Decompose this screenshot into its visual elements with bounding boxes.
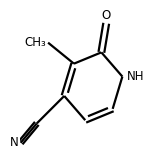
- Text: N: N: [10, 136, 19, 149]
- Text: CH₃: CH₃: [25, 36, 46, 49]
- Text: O: O: [102, 9, 111, 22]
- Text: NH: NH: [126, 70, 144, 83]
